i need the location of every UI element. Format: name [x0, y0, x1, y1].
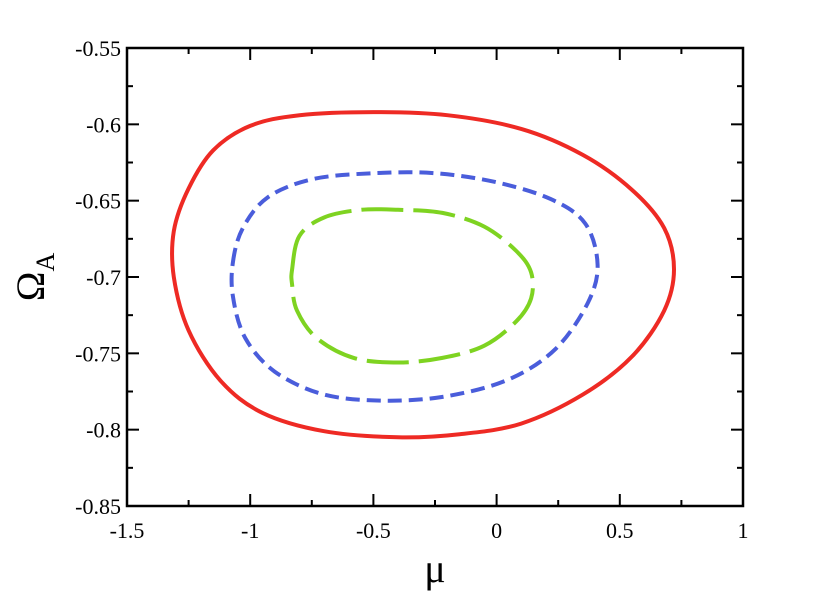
x-tick-label: -1.5	[110, 518, 145, 543]
y-tick-label: -0.7	[86, 265, 121, 290]
x-tick-label: 1	[738, 518, 749, 543]
x-axis-ticks: -1.5 -1 -0.5 0 0.5 1	[110, 48, 749, 543]
y-tick-label: -0.55	[75, 36, 121, 61]
y-axis-ticks: -0.55 -0.6 -0.65 -0.7 -0.75 -0.8 -0.85	[75, 36, 743, 519]
contour-curves	[170, 110, 676, 440]
x-tick-label: 0.5	[606, 518, 634, 543]
y-axis-label-symbol: Ω	[8, 272, 53, 302]
middle-contour-dashed	[229, 170, 600, 403]
x-tick-label: -0.5	[356, 518, 391, 543]
y-tick-label: -0.65	[75, 189, 121, 214]
x-tick-label: -1	[241, 518, 259, 543]
y-tick-label: -0.75	[75, 341, 121, 366]
y-axis-label-subscript: A	[31, 253, 60, 272]
x-tick-label: 0	[491, 518, 502, 543]
inner-contour-long-dash	[289, 207, 535, 365]
y-tick-label: -0.6	[86, 112, 121, 137]
x-axis-label: μ	[424, 546, 445, 591]
outer-contour-solid	[170, 110, 676, 440]
y-axis-label: ΩA	[8, 253, 60, 302]
y-tick-label: -0.85	[75, 494, 121, 519]
y-tick-label: -0.8	[86, 418, 121, 443]
